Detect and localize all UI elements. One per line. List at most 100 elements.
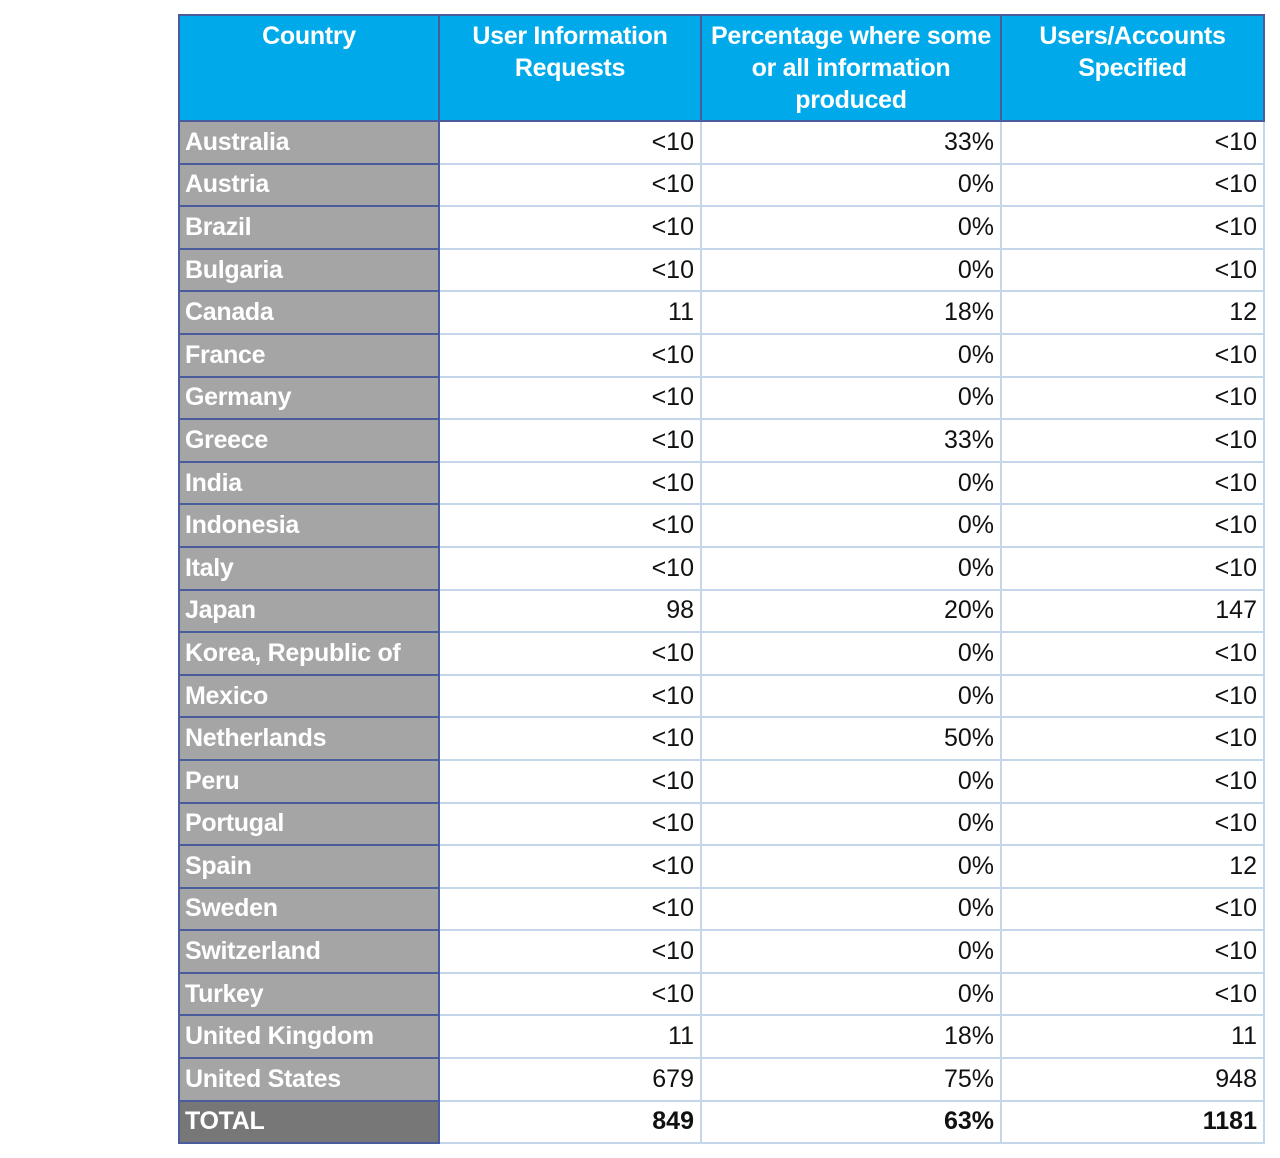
- table-row: United Kingdom 11 18% 11: [178, 1014, 1265, 1060]
- cell-country: Sweden: [178, 886, 440, 932]
- cell-requests: <10: [438, 162, 702, 208]
- cell-requests: <10: [438, 673, 702, 719]
- cell-percentage-produced: 0%: [700, 375, 1002, 421]
- cell-requests: <10: [438, 758, 702, 804]
- table-row: France <10 0% <10: [178, 332, 1265, 378]
- table-row: Spain <10 0% 12: [178, 844, 1265, 889]
- cell-percentage-produced: 0%: [700, 247, 1002, 293]
- table-row: Switzerland <10 0% <10: [178, 929, 1265, 974]
- cell-country: Spain: [178, 844, 440, 889]
- table-row: Austria <10 0% <10: [178, 162, 1265, 208]
- cell-accounts-specified: <10: [1000, 120, 1265, 165]
- cell-requests: <10: [438, 503, 702, 548]
- cell-accounts-specified: <10: [1000, 758, 1265, 804]
- cell-requests: <10: [438, 886, 702, 932]
- cell-percentage-produced: 0%: [700, 929, 1002, 974]
- table-row: India <10 0% <10: [178, 460, 1265, 506]
- cell-country: Peru: [178, 758, 440, 804]
- header-row: Country User Information Requests Percen…: [178, 14, 1265, 122]
- table-row: Mexico <10 0% <10: [178, 673, 1265, 719]
- cell-accounts-specified: <10: [1000, 418, 1265, 463]
- cell-accounts-specified: <10: [1000, 205, 1265, 250]
- cell-percentage-produced: 0%: [700, 631, 1002, 676]
- cell-percentage-produced: 0%: [700, 673, 1002, 719]
- cell-country: Greece: [178, 418, 440, 463]
- cell-country: Brazil: [178, 205, 440, 250]
- cell-country: Bulgaria: [178, 247, 440, 293]
- cell-requests: <10: [438, 418, 702, 463]
- table-row: Greece <10 33% <10: [178, 418, 1265, 463]
- cell-requests: <10: [438, 247, 702, 293]
- cell-requests: <10: [438, 460, 702, 506]
- cell-requests: 98: [438, 588, 702, 634]
- cell-percentage-produced: 0%: [700, 460, 1002, 506]
- cell-accounts-specified: <10: [1000, 162, 1265, 208]
- table-row: Canada 11 18% 12: [178, 290, 1265, 335]
- cell-requests: <10: [438, 205, 702, 250]
- cell-country: United Kingdom: [178, 1014, 440, 1060]
- cell-country: Canada: [178, 290, 440, 335]
- table-row: Sweden <10 0% <10: [178, 886, 1265, 932]
- cell-requests: <10: [438, 971, 702, 1017]
- table-row: Korea, Republic of <10 0% <10: [178, 631, 1265, 676]
- cell-country: Austria: [178, 162, 440, 208]
- table-row: Indonesia <10 0% <10: [178, 503, 1265, 548]
- table-row: Peru <10 0% <10: [178, 758, 1265, 804]
- cell-requests: <10: [438, 801, 702, 847]
- cell-requests: 679: [438, 1057, 702, 1102]
- table-row: Italy <10 0% <10: [178, 545, 1265, 591]
- header-users-accounts-specified: Users/Accounts Specified: [1000, 14, 1265, 122]
- cell-country: Mexico: [178, 673, 440, 719]
- cell-accounts-specified: <10: [1000, 332, 1265, 378]
- cell-percentage-produced: 63%: [700, 1099, 1002, 1145]
- cell-accounts-specified: <10: [1000, 631, 1265, 676]
- cell-country: TOTAL: [178, 1099, 440, 1145]
- cell-percentage-produced: 0%: [700, 503, 1002, 548]
- header-user-information-requests: User Information Requests: [438, 14, 702, 122]
- cell-percentage-produced: 0%: [700, 332, 1002, 378]
- cell-percentage-produced: 0%: [700, 844, 1002, 889]
- cell-country: India: [178, 460, 440, 506]
- cell-requests: <10: [438, 332, 702, 378]
- cell-country: Netherlands: [178, 716, 440, 761]
- cell-accounts-specified: <10: [1000, 247, 1265, 293]
- cell-percentage-produced: 33%: [700, 120, 1002, 165]
- cell-country: Turkey: [178, 971, 440, 1017]
- cell-accounts-specified: <10: [1000, 801, 1265, 847]
- cell-country: Italy: [178, 545, 440, 591]
- cell-percentage-produced: 0%: [700, 205, 1002, 250]
- cell-country: Switzerland: [178, 929, 440, 974]
- cell-percentage-produced: 75%: [700, 1057, 1002, 1102]
- cell-percentage-produced: 0%: [700, 801, 1002, 847]
- cell-requests: <10: [438, 545, 702, 591]
- cell-requests: <10: [438, 844, 702, 889]
- cell-country: Australia: [178, 120, 440, 165]
- header-country: Country: [178, 14, 440, 122]
- table-row: Bulgaria <10 0% <10: [178, 247, 1265, 293]
- cell-requests: <10: [438, 716, 702, 761]
- cell-percentage-produced: 0%: [700, 162, 1002, 208]
- table-row: Netherlands <10 50% <10: [178, 716, 1265, 761]
- cell-country: Portugal: [178, 801, 440, 847]
- cell-accounts-specified: <10: [1000, 929, 1265, 974]
- cell-accounts-specified: 11: [1000, 1014, 1265, 1060]
- cell-percentage-produced: 18%: [700, 1014, 1002, 1060]
- table-row: United States 679 75% 948: [178, 1057, 1265, 1102]
- cell-country: France: [178, 332, 440, 378]
- cell-requests: <10: [438, 375, 702, 421]
- cell-accounts-specified: <10: [1000, 716, 1265, 761]
- cell-accounts-specified: 12: [1000, 844, 1265, 889]
- cell-country: United States: [178, 1057, 440, 1102]
- cell-requests: <10: [438, 631, 702, 676]
- cell-percentage-produced: 50%: [700, 716, 1002, 761]
- cell-requests: <10: [438, 929, 702, 974]
- cell-country: Japan: [178, 588, 440, 634]
- table-row: Australia <10 33% <10: [178, 120, 1265, 165]
- cell-percentage-produced: 33%: [700, 418, 1002, 463]
- cell-accounts-specified: <10: [1000, 971, 1265, 1017]
- table-row: Portugal <10 0% <10: [178, 801, 1265, 847]
- cell-percentage-produced: 20%: [700, 588, 1002, 634]
- cell-country: Korea, Republic of: [178, 631, 440, 676]
- cell-percentage-produced: 0%: [700, 758, 1002, 804]
- cell-accounts-specified: <10: [1000, 460, 1265, 506]
